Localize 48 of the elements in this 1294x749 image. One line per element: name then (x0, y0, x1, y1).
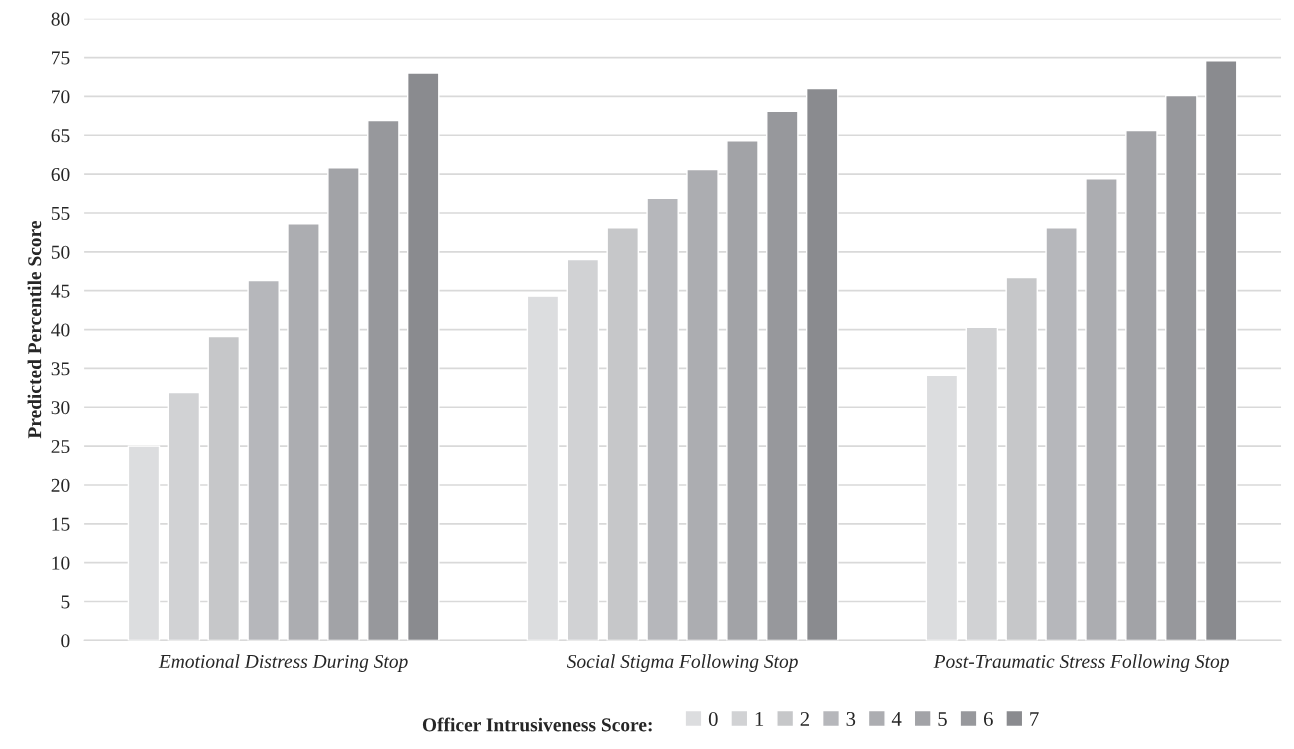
y-tick-label: 60 (51, 167, 70, 182)
bar (327, 167, 360, 641)
y-tick-label: 0 (61, 634, 70, 648)
bar (1204, 59, 1238, 641)
y-tick-label: 25 (51, 439, 70, 454)
x-tick-label: Social Stigma Following Stop (566, 654, 798, 672)
y-tick-label: 55 (51, 207, 70, 220)
bar (606, 227, 639, 641)
legend-label: 4 (891, 712, 902, 726)
bar (406, 72, 440, 641)
legend-title: Officer Intrusiveness Score: (422, 717, 652, 732)
bar (646, 197, 679, 641)
y-tick-label: 10 (52, 556, 70, 570)
legend-label: 6 (983, 712, 993, 727)
y-tick-label: 45 (51, 284, 70, 298)
bar (247, 279, 280, 641)
bar (1125, 129, 1158, 641)
bar (287, 223, 320, 641)
legend-label: 1 (755, 712, 764, 726)
bar (207, 335, 241, 641)
bar (805, 87, 839, 641)
y-tick-label: 75 (52, 51, 70, 65)
y-tick-label: 30 (51, 401, 70, 415)
legend-label: 3 (846, 712, 856, 727)
y-tick-label: 65 (51, 129, 70, 143)
x-tick-label: Post-Traumatic Stress Following Stop (933, 654, 1229, 672)
bar (1005, 276, 1038, 641)
bar (686, 168, 719, 641)
y-tick-label: 40 (51, 323, 70, 337)
legend-label: 2 (800, 712, 810, 726)
bar (1165, 94, 1198, 641)
bar (367, 119, 400, 641)
bar (1045, 227, 1078, 641)
y-tick-label: 80 (51, 12, 70, 26)
y-tick-label: 5 (61, 595, 70, 609)
y-tick-label: 35 (51, 362, 70, 376)
bar (726, 140, 759, 641)
bar (766, 110, 799, 641)
y-tick-label: 50 (51, 245, 70, 259)
legend-label: 5 (938, 712, 947, 727)
y-axis-title: Predicted Percentile Score (27, 220, 42, 439)
x-tick-label: Emotional Distress During Stop (158, 654, 408, 672)
y-tick-label: 15 (52, 517, 70, 531)
y-tick-label: 20 (51, 478, 70, 492)
legend-label: 7 (1030, 712, 1039, 726)
y-tick-label: 70 (52, 90, 70, 104)
legend-label: 0 (708, 711, 718, 727)
bar (1085, 178, 1118, 641)
